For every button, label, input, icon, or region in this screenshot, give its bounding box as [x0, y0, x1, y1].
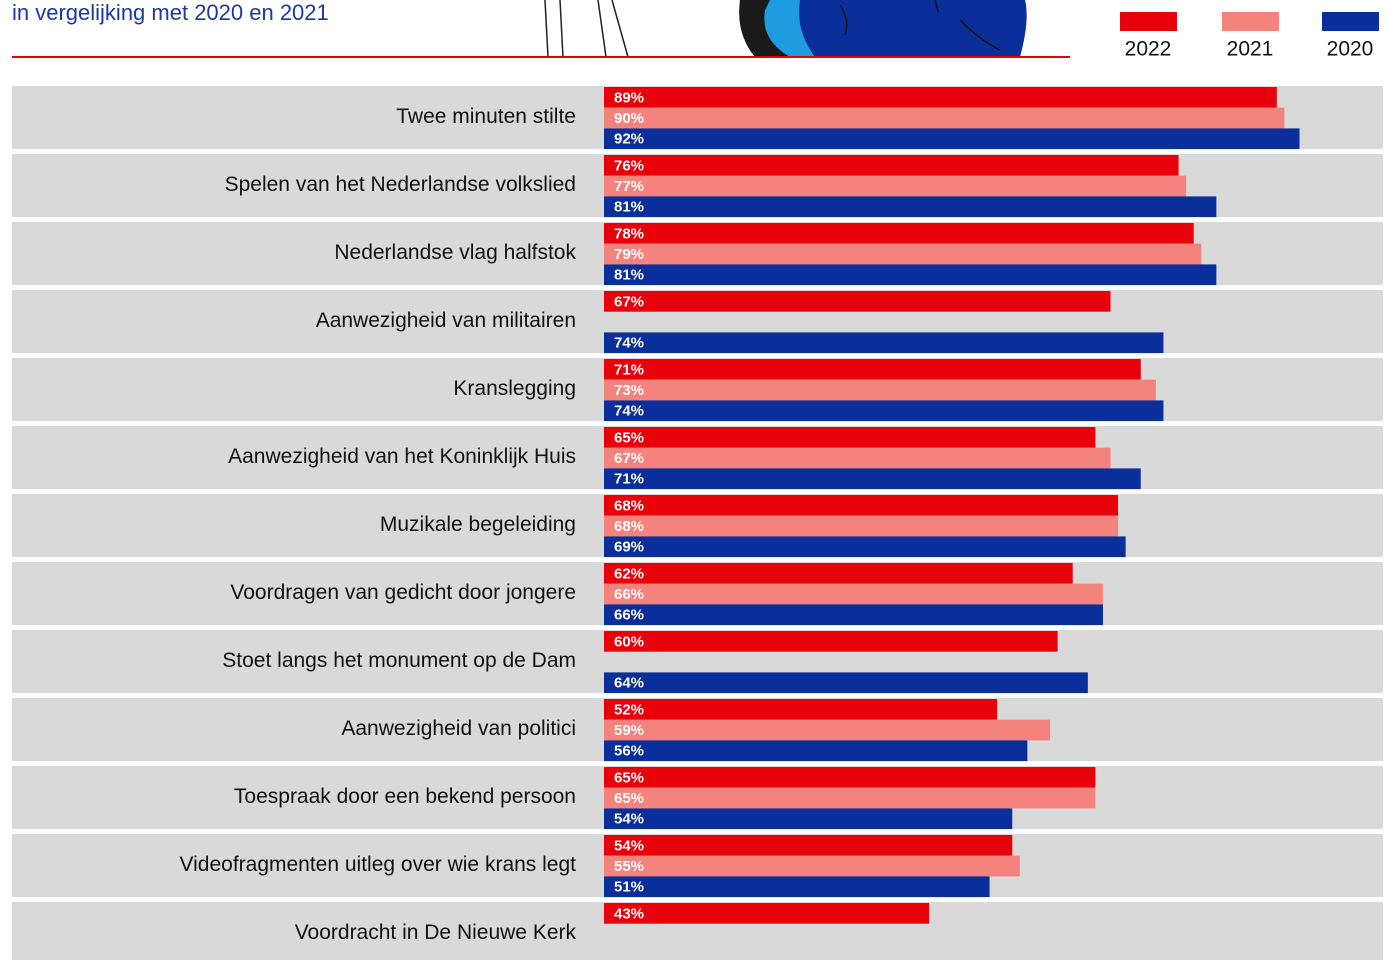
value-label: 62%: [614, 565, 644, 582]
value-label: 81%: [614, 267, 644, 284]
value-label: 89%: [614, 89, 644, 106]
bar: [604, 175, 1187, 197]
category-label: Nederlandse vlag halfstok: [334, 241, 576, 264]
bar: [604, 563, 1073, 584]
value-label: 90%: [614, 110, 644, 127]
value-label: 55%: [614, 858, 644, 875]
legend-label: 2020: [1327, 38, 1374, 61]
bar: [604, 155, 1179, 176]
bar: [604, 536, 1126, 558]
bar: [604, 876, 990, 898]
subtitle: in vergelijking met 2020 en 2021: [12, 0, 329, 25]
value-label: 79%: [614, 246, 644, 263]
category-label: Toespraak door een bekend persoon: [234, 785, 576, 808]
value-label: 54%: [614, 811, 644, 828]
bar: [604, 903, 930, 924]
value-label: 59%: [614, 722, 644, 739]
bar: [604, 332, 1164, 354]
category-label: Videofragmenten uitleg over wie krans le…: [179, 853, 576, 876]
value-label: 81%: [614, 199, 644, 216]
category-label: Voordracht in De Nieuwe Kerk: [295, 921, 577, 944]
value-label: 67%: [614, 450, 644, 467]
value-label: 73%: [614, 382, 644, 399]
illustration: [544, 0, 1027, 58]
value-label: 52%: [614, 701, 644, 718]
category-label: Voordragen van gedicht door jongere: [230, 581, 576, 604]
category-label: Stoet langs het monument op de Dam: [222, 649, 576, 672]
category-label: Aanwezigheid van militairen: [316, 309, 576, 332]
value-label: 64%: [614, 675, 644, 692]
bar: [604, 631, 1058, 652]
legend-swatch: [1120, 12, 1177, 31]
bar: [604, 87, 1277, 108]
value-label: 77%: [614, 178, 644, 195]
category-label: Spelen van het Nederlandse volkslied: [225, 173, 576, 196]
category-label: Aanwezigheid van het Koninklijk Huis: [228, 445, 576, 468]
value-label: 74%: [614, 403, 644, 420]
bar: [604, 264, 1217, 286]
legend-label: 2022: [1125, 38, 1172, 61]
value-label: 67%: [614, 293, 644, 310]
bar: [604, 604, 1103, 626]
value-label: 43%: [614, 905, 644, 922]
bar: [604, 128, 1300, 150]
bar: [604, 855, 1020, 877]
value-label: 65%: [614, 429, 644, 446]
bar: [604, 672, 1088, 694]
bar: [604, 379, 1156, 401]
bar: [604, 787, 1096, 809]
value-label: 69%: [614, 539, 644, 556]
bar: [604, 515, 1119, 537]
bar: [604, 107, 1285, 129]
bar: [604, 359, 1141, 380]
bar: [604, 740, 1028, 762]
bar: [604, 495, 1119, 516]
legend-swatch: [1222, 12, 1279, 31]
bar: [604, 468, 1141, 490]
category-label: Twee minuten stilte: [396, 105, 576, 128]
bar: [604, 719, 1051, 741]
legend-label: 2021: [1227, 38, 1274, 61]
value-label: 65%: [614, 769, 644, 786]
value-label: 76%: [614, 157, 644, 174]
value-label: 66%: [614, 586, 644, 603]
category-label: Muzikale begeleiding: [380, 513, 576, 536]
legend-swatch: [1322, 12, 1379, 31]
bar: [604, 243, 1202, 265]
bar: [604, 808, 1013, 830]
value-label: 65%: [614, 790, 644, 807]
bar: [604, 835, 1013, 856]
value-label: 74%: [614, 335, 644, 352]
value-label: 54%: [614, 837, 644, 854]
bar: [604, 196, 1217, 218]
bar: [604, 291, 1111, 312]
value-label: 92%: [614, 131, 644, 148]
value-label: 51%: [614, 879, 644, 896]
bar: [604, 767, 1096, 788]
value-label: 71%: [614, 471, 644, 488]
bar: [604, 583, 1103, 605]
value-label: 78%: [614, 225, 644, 242]
value-label: 68%: [614, 497, 644, 514]
value-label: 60%: [614, 633, 644, 650]
bar: [604, 447, 1111, 469]
value-label: 56%: [614, 743, 644, 760]
category-label: Aanwezigheid van politici: [341, 717, 576, 740]
category-label: Kranslegging: [453, 377, 576, 400]
value-label: 66%: [614, 607, 644, 624]
bar: [604, 223, 1194, 244]
value-label: 68%: [614, 518, 644, 535]
value-label: 71%: [614, 361, 644, 378]
bar: [604, 427, 1096, 448]
bar: [604, 699, 998, 720]
bar: [604, 400, 1164, 422]
